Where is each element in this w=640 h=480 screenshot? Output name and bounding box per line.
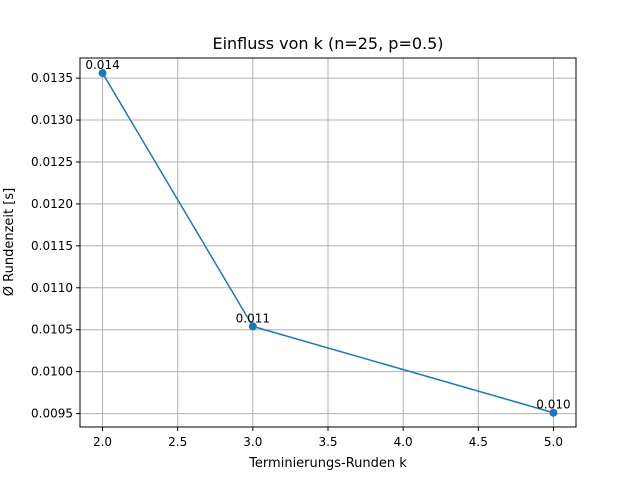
data-label: 0.010 bbox=[536, 398, 570, 412]
x-tick-label: 5.0 bbox=[544, 435, 563, 449]
y-tick-label: 0.0105 bbox=[31, 323, 73, 337]
y-tick-label: 0.0110 bbox=[31, 281, 73, 295]
x-tick-label: 4.0 bbox=[394, 435, 413, 449]
x-tick-label: 3.5 bbox=[318, 435, 337, 449]
x-tick-label: 3.0 bbox=[243, 435, 262, 449]
x-tick-label: 4.5 bbox=[469, 435, 488, 449]
x-axis-ticks: 2.0 2.5 3.0 3.5 4.0 4.5 5.0 bbox=[93, 427, 563, 449]
y-tick-label: 0.0135 bbox=[31, 71, 73, 85]
data-point bbox=[549, 408, 558, 417]
y-tick-label: 0.0125 bbox=[31, 155, 73, 169]
data-point bbox=[98, 69, 107, 78]
plot-frame bbox=[79, 57, 577, 428]
y-tick-label: 0.0120 bbox=[31, 197, 73, 211]
x-tick-label: 2.5 bbox=[168, 435, 187, 449]
y-tick-label: 0.0095 bbox=[31, 407, 73, 421]
data-label: 0.011 bbox=[236, 311, 270, 325]
data-label: 0.014 bbox=[85, 58, 119, 72]
y-tick-label: 0.0130 bbox=[31, 113, 73, 127]
series-line-layer: 0.014 0.011 0.010 bbox=[85, 58, 571, 417]
chart-title: Einfluss von k (n=25, p=0.5) bbox=[212, 34, 443, 53]
data-point bbox=[248, 322, 257, 331]
y-tick-label: 0.0100 bbox=[31, 365, 73, 379]
grid-lines bbox=[80, 58, 576, 427]
y-axis-label: Ø Rundenzeit [s] bbox=[2, 188, 17, 296]
x-axis-label: Terminierungs-Runden k bbox=[248, 456, 407, 471]
y-tick-label: 0.0115 bbox=[31, 239, 73, 253]
x-tick-label: 2.0 bbox=[93, 435, 112, 449]
y-axis-ticks: 0.0095 0.0100 0.0105 0.0110 0.0115 0.0120 0.01… bbox=[31, 71, 80, 421]
